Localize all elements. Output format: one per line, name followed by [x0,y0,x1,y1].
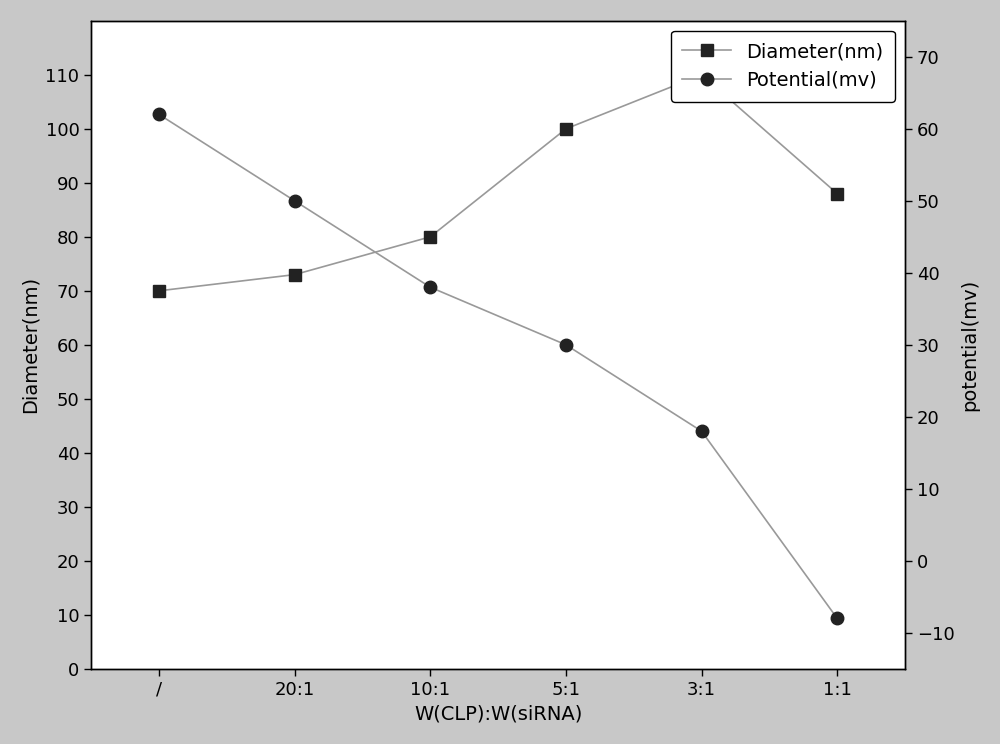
Diameter(nm) [831,189,843,198]
Potential(mv) [560,340,572,349]
X-axis label: W(CLP):W(siRNA): W(CLP):W(siRNA) [414,704,582,723]
Potential(mv) [424,283,436,292]
Y-axis label: Diameter(nm): Diameter(nm) [21,276,40,414]
Legend: Diameter(nm), Potential(mv): Diameter(nm), Potential(mv) [671,31,895,102]
Diameter(nm) [153,286,165,295]
Diameter(nm) [289,270,301,279]
Diameter(nm) [696,71,708,80]
Diameter(nm) [560,124,572,133]
Line: Potential(mv): Potential(mv) [153,108,843,625]
Y-axis label: potential(mv): potential(mv) [960,279,979,411]
Line: Diameter(nm): Diameter(nm) [153,68,843,297]
Potential(mv) [831,614,843,623]
Potential(mv) [153,110,165,119]
Potential(mv) [696,427,708,436]
Potential(mv) [289,196,301,205]
Diameter(nm) [424,232,436,241]
